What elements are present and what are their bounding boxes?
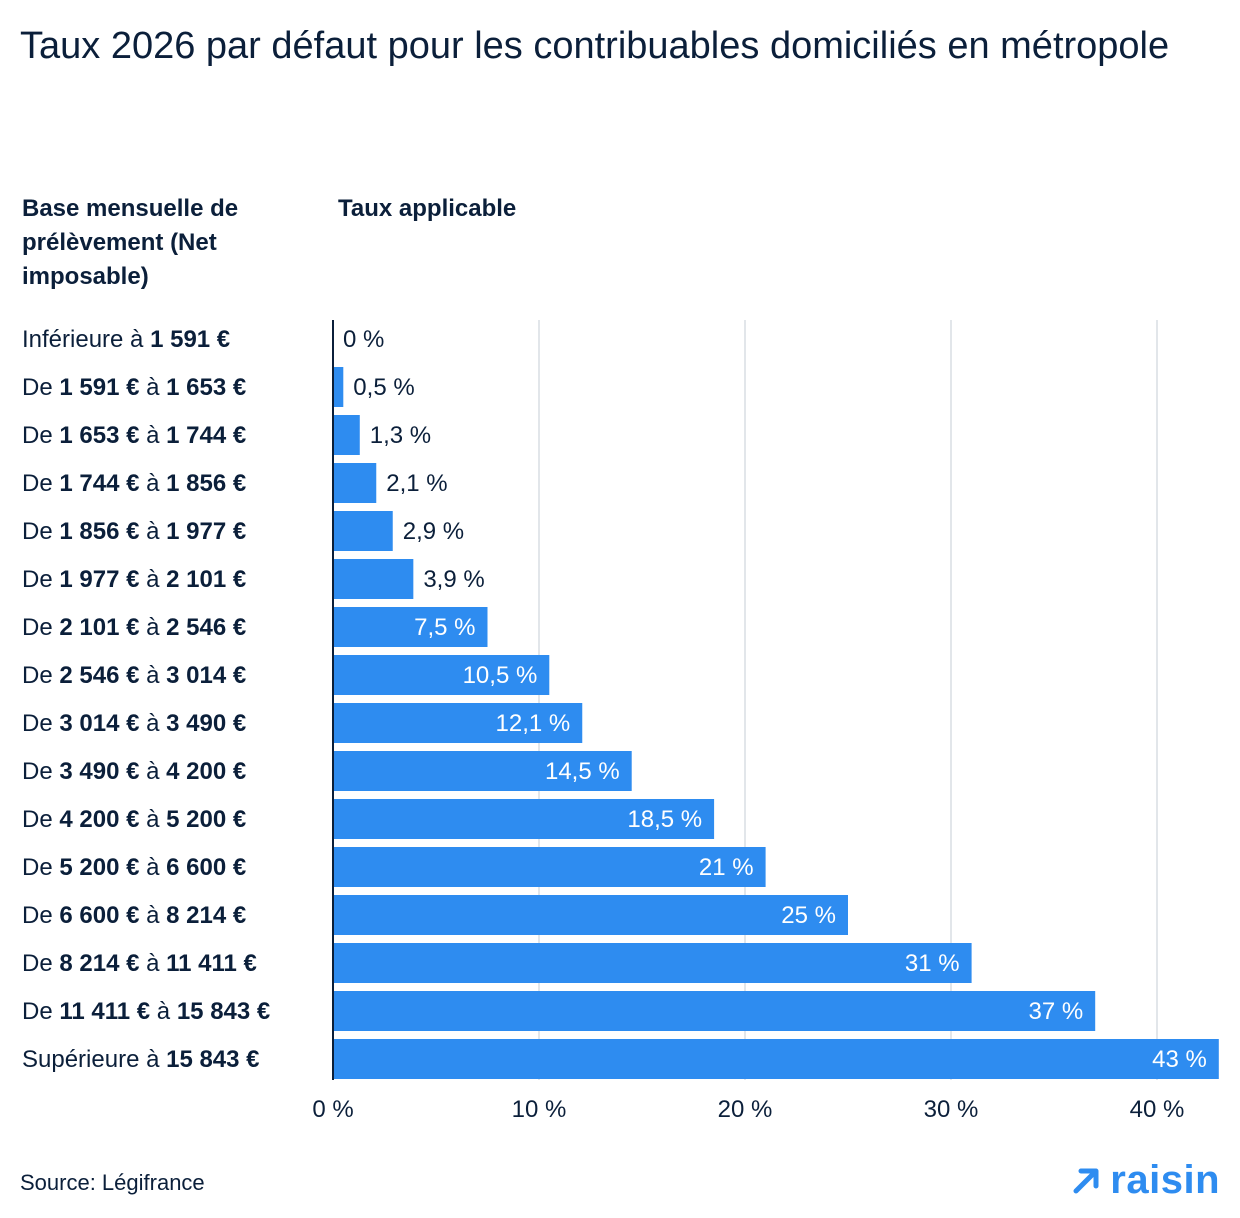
bar <box>333 895 848 935</box>
bar-value-label: 0,5 % <box>353 374 414 401</box>
bar-value-label: 14,5 % <box>545 758 620 785</box>
bar <box>333 463 377 503</box>
source-note: Source: Légifrance <box>20 1170 205 1195</box>
bar-value-label: 25 % <box>781 902 836 929</box>
bar-value-label: 0 % <box>343 326 384 353</box>
bar <box>333 367 344 407</box>
bar-value-label: 31 % <box>905 950 960 977</box>
bar-value-label: 10,5 % <box>463 662 538 689</box>
bar <box>333 511 393 551</box>
bar <box>333 415 360 455</box>
bar <box>333 943 972 983</box>
bar-value-label: 1,3 % <box>370 422 431 449</box>
bar-value-label: 43 % <box>1152 1046 1207 1073</box>
bar <box>333 847 766 887</box>
bar <box>333 655 550 695</box>
bar <box>333 1039 1219 1079</box>
category-label: De 2 101 € à 2 546 € <box>22 614 246 641</box>
bar-value-label: 12,1 % <box>496 710 571 737</box>
category-label: De 3 014 € à 3 490 € <box>22 710 246 737</box>
category-label: De 1 977 € à 2 101 € <box>22 566 246 593</box>
bar <box>333 607 488 647</box>
x-tick-label: 20 % <box>718 1096 773 1123</box>
bar-value-label: 2,1 % <box>386 470 447 497</box>
x-tick-label: 0 % <box>312 1096 353 1123</box>
bar <box>333 991 1096 1031</box>
bar <box>333 799 715 839</box>
bar-value-label: 21 % <box>699 854 754 881</box>
bar <box>333 703 583 743</box>
bar-value-label: 3,9 % <box>423 566 484 593</box>
brand-name: raisin <box>1110 1157 1220 1202</box>
bar <box>333 559 414 599</box>
category-label: Inférieure à 1 591 € <box>22 326 230 353</box>
category-column-header: Base mensuelle de prélèvement (Net impos… <box>22 195 239 290</box>
bar-value-label: 7,5 % <box>414 614 475 641</box>
chart-title: Taux 2026 par défaut pour les contribuab… <box>20 25 1170 67</box>
bar-value-label: 2,9 % <box>403 518 464 545</box>
category-label: De 3 490 € à 4 200 € <box>22 758 246 785</box>
category-label: De 5 200 € à 6 600 € <box>22 854 246 881</box>
category-label: De 1 856 € à 1 977 € <box>22 518 246 545</box>
category-label: De 8 214 € à 11 411 € <box>22 950 257 977</box>
bar <box>333 751 632 791</box>
category-label: De 11 411 € à 15 843 € <box>22 998 270 1025</box>
x-tick-label: 30 % <box>924 1096 979 1123</box>
category-label: De 1 653 € à 1 744 € <box>22 422 246 449</box>
category-label: De 1 591 € à 1 653 € <box>22 374 246 401</box>
category-label: De 2 546 € à 3 014 € <box>22 662 246 689</box>
bar-value-label: 18,5 % <box>627 806 702 833</box>
category-label: De 1 744 € à 1 856 € <box>22 470 246 497</box>
category-label: De 6 600 € à 8 214 € <box>22 902 246 929</box>
brand-logo: raisin <box>1070 1158 1220 1202</box>
x-tick-label: 10 % <box>512 1096 567 1123</box>
category-label: De 4 200 € à 5 200 € <box>22 806 246 833</box>
value-column-header: Taux applicable <box>338 195 517 222</box>
bar-value-label: 37 % <box>1028 998 1083 1025</box>
arrow-up-right-icon <box>1073 1168 1099 1194</box>
x-tick-label: 40 % <box>1130 1096 1185 1123</box>
category-label: Supérieure à 15 843 € <box>22 1046 260 1073</box>
